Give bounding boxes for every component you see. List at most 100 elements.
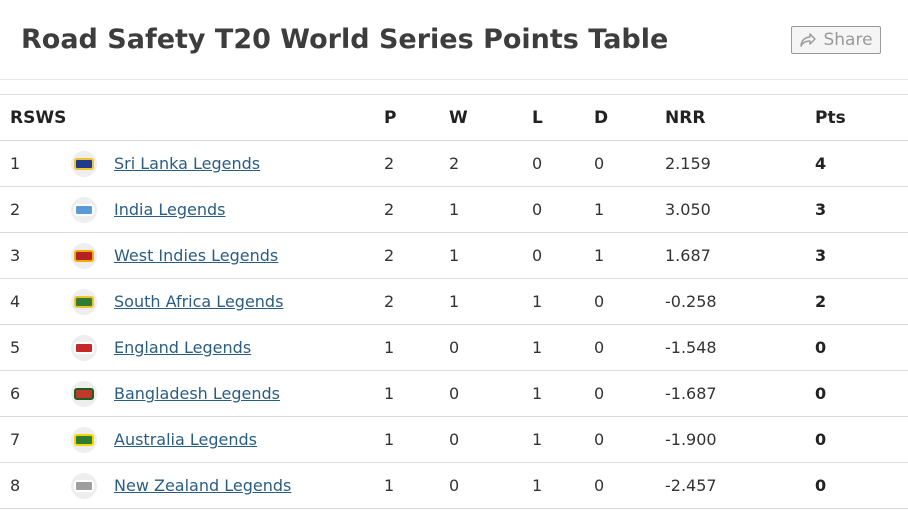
share-button[interactable]: Share xyxy=(791,26,881,54)
nrr-cell: -1.687 xyxy=(665,384,717,403)
draw-cell: 0 xyxy=(594,476,605,495)
column-header-rank: RSWS xyxy=(10,107,67,128)
points-cell: 0 xyxy=(815,476,827,495)
lost-cell: 1 xyxy=(532,384,543,403)
draw-cell: 1 xyxy=(594,246,605,265)
team-logo-badge xyxy=(71,150,97,177)
draw-cell: 0 xyxy=(594,292,605,311)
points-cell: 3 xyxy=(815,200,827,219)
team-link[interactable]: England Legends xyxy=(114,338,252,357)
team-name-cell: Sri Lanka Legends xyxy=(114,141,260,186)
lost-cell: 1 xyxy=(532,430,543,449)
team-logo-badge xyxy=(71,380,97,407)
won-cell: 1 xyxy=(449,200,460,219)
lost-cell: 0 xyxy=(532,200,543,219)
team-logo-icon xyxy=(71,233,97,278)
team-logo-icon xyxy=(71,417,97,462)
column-header-lost: L xyxy=(532,107,543,128)
table-body: 1 Sri Lanka Legends 2 2 0 0 2.159 4 2 India Legen… xyxy=(0,141,908,509)
team-logo-emblem xyxy=(74,479,94,492)
team-logo-icon xyxy=(71,325,97,370)
team-name-cell: Australia Legends xyxy=(114,417,257,462)
team-name-cell: India Legends xyxy=(114,187,225,232)
draw-cell: 0 xyxy=(594,154,605,173)
table-row: 1 Sri Lanka Legends 2 2 0 0 2.159 4 xyxy=(0,141,908,187)
team-logo-icon xyxy=(71,279,97,324)
table-row: 4 South Africa Legends 2 1 1 0 -0.258 2 xyxy=(0,279,908,325)
table-row: 5 England Legends 1 0 1 0 -1.548 0 xyxy=(0,325,908,371)
team-name-cell: Bangladesh Legends xyxy=(114,371,280,416)
won-cell: 1 xyxy=(449,292,460,311)
team-logo-emblem xyxy=(74,433,94,446)
team-name-cell: England Legends xyxy=(114,325,251,370)
won-cell: 0 xyxy=(449,476,460,495)
table-row: 7 Australia Legends 1 0 1 0 -1.900 0 xyxy=(0,417,908,463)
team-link[interactable]: Bangladesh Legends xyxy=(114,384,280,403)
team-link[interactable]: Australia Legends xyxy=(114,430,257,449)
team-logo-emblem xyxy=(74,341,94,354)
won-cell: 0 xyxy=(449,338,460,357)
rank-cell: 7 xyxy=(10,430,21,449)
column-header-draw: D xyxy=(594,107,609,128)
table-row: 8 New Zealand Legends 1 0 1 0 -2.457 0 xyxy=(0,463,908,509)
rank-cell: 3 xyxy=(10,246,21,265)
rank-cell: 8 xyxy=(10,476,21,495)
team-logo-emblem xyxy=(74,249,94,262)
team-logo-icon xyxy=(71,187,97,232)
team-logo-badge xyxy=(71,472,97,499)
nrr-cell: -2.457 xyxy=(665,476,717,495)
team-logo-emblem xyxy=(74,295,94,308)
page-title: Road Safety T20 World Series Points Tabl… xyxy=(21,24,669,55)
team-logo-badge xyxy=(71,288,97,315)
played-cell: 2 xyxy=(384,292,395,311)
lost-cell: 1 xyxy=(532,292,543,311)
draw-cell: 0 xyxy=(594,338,605,357)
team-logo-badge xyxy=(71,426,97,453)
column-header-nrr: NRR xyxy=(665,107,706,128)
played-cell: 1 xyxy=(384,430,395,449)
played-cell: 1 xyxy=(384,338,395,357)
points-table: RSWS P W L D NRR Pts 1 Sri Lanka Legends 2… xyxy=(0,94,908,509)
team-logo-icon xyxy=(71,463,97,508)
table-row: 3 West Indies Legends 2 1 0 1 1.687 3 xyxy=(0,233,908,279)
team-name-cell: South Africa Legends xyxy=(114,279,283,324)
won-cell: 0 xyxy=(449,384,460,403)
team-link[interactable]: New Zealand Legends xyxy=(114,476,292,495)
team-link[interactable]: West Indies Legends xyxy=(114,246,279,265)
nrr-cell: 2.159 xyxy=(665,154,711,173)
team-logo-emblem xyxy=(74,387,94,400)
rank-cell: 1 xyxy=(10,154,21,173)
points-cell: 0 xyxy=(815,384,827,403)
rank-cell: 6 xyxy=(10,384,21,403)
team-link[interactable]: India Legends xyxy=(114,200,226,219)
won-cell: 0 xyxy=(449,430,460,449)
points-cell: 3 xyxy=(815,246,827,265)
lost-cell: 0 xyxy=(532,246,543,265)
played-cell: 1 xyxy=(384,476,395,495)
page-header: Road Safety T20 World Series Points Tabl… xyxy=(0,0,908,80)
table-row: 2 India Legends 2 1 0 1 3.050 3 xyxy=(0,187,908,233)
lost-cell: 1 xyxy=(532,476,543,495)
played-cell: 1 xyxy=(384,384,395,403)
column-header-points: Pts xyxy=(815,107,846,128)
played-cell: 2 xyxy=(384,154,395,173)
table-row: 6 Bangladesh Legends 1 0 1 0 -1.687 0 xyxy=(0,371,908,417)
points-cell: 0 xyxy=(815,338,827,357)
share-arrow-icon xyxy=(799,32,817,48)
table-header-row: RSWS P W L D NRR Pts xyxy=(0,95,908,141)
team-logo-icon xyxy=(71,141,97,186)
won-cell: 1 xyxy=(449,246,460,265)
column-header-played: P xyxy=(384,107,397,128)
rank-cell: 4 xyxy=(10,292,21,311)
team-logo-emblem xyxy=(74,157,94,170)
team-link[interactable]: South Africa Legends xyxy=(114,292,284,311)
played-cell: 2 xyxy=(384,246,395,265)
lost-cell: 0 xyxy=(532,154,543,173)
team-link[interactable]: Sri Lanka Legends xyxy=(114,154,261,173)
points-cell: 2 xyxy=(815,292,827,311)
points-cell: 4 xyxy=(815,154,827,173)
draw-cell: 0 xyxy=(594,430,605,449)
team-logo-badge xyxy=(71,196,97,223)
share-label: Share xyxy=(823,30,873,50)
team-name-cell: West Indies Legends xyxy=(114,233,278,278)
